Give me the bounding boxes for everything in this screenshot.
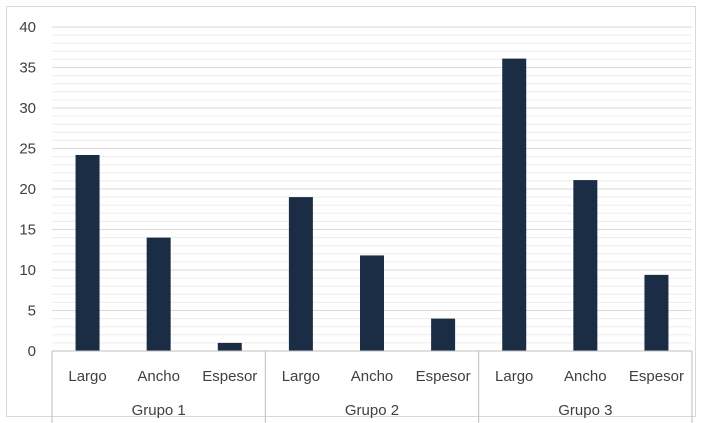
x-category-label: Espesor [202, 368, 257, 385]
bar-grupo-3-largo [502, 58, 527, 352]
y-tick-label: 40 [19, 19, 36, 36]
x-group-label: Grupo 2 [345, 402, 399, 419]
x-category-label: Largo [282, 368, 320, 385]
y-tick-label: 30 [19, 100, 36, 117]
y-tick-label: 0 [28, 343, 36, 360]
x-category-label: Largo [495, 368, 533, 385]
x-category-label: Espesor [629, 368, 684, 385]
bars [75, 58, 669, 352]
y-tick-label: 15 [19, 222, 36, 239]
x-group-label: Grupo 3 [558, 402, 612, 419]
bar-grupo-3-espesor [644, 274, 669, 351]
y-tick-label: 10 [19, 262, 36, 279]
y-axis-tick-labels: 0 5 10 15 20 25 30 35 40 [19, 19, 36, 360]
y-tick-label: 5 [28, 303, 36, 320]
x-axis-category-labels: Largo Ancho Espesor Grupo 1 Largo Ancho Espeso… [68, 368, 684, 419]
y-tick-label: 35 [19, 60, 36, 77]
bar-grupo-2-espesor [431, 318, 456, 351]
x-category-label: Ancho [137, 368, 180, 385]
x-category-label: Espesor [416, 368, 471, 385]
x-group-label: Grupo 1 [132, 402, 186, 419]
bar-grupo-3-ancho [573, 180, 598, 351]
x-category-label: Ancho [564, 368, 607, 385]
x-category-label: Largo [68, 368, 106, 385]
bar-grupo-2-ancho [360, 255, 384, 351]
bar-grupo-1-espesor [217, 342, 242, 351]
x-axis [51, 350, 693, 423]
bar-grupo-1-largo [75, 154, 100, 351]
y-tick-label: 20 [19, 181, 36, 198]
bar-grupo-1-ancho [146, 237, 171, 351]
y-tick-label: 25 [19, 141, 36, 158]
x-category-label: Ancho [351, 368, 394, 385]
bar-grupo-2-largo [288, 197, 313, 351]
